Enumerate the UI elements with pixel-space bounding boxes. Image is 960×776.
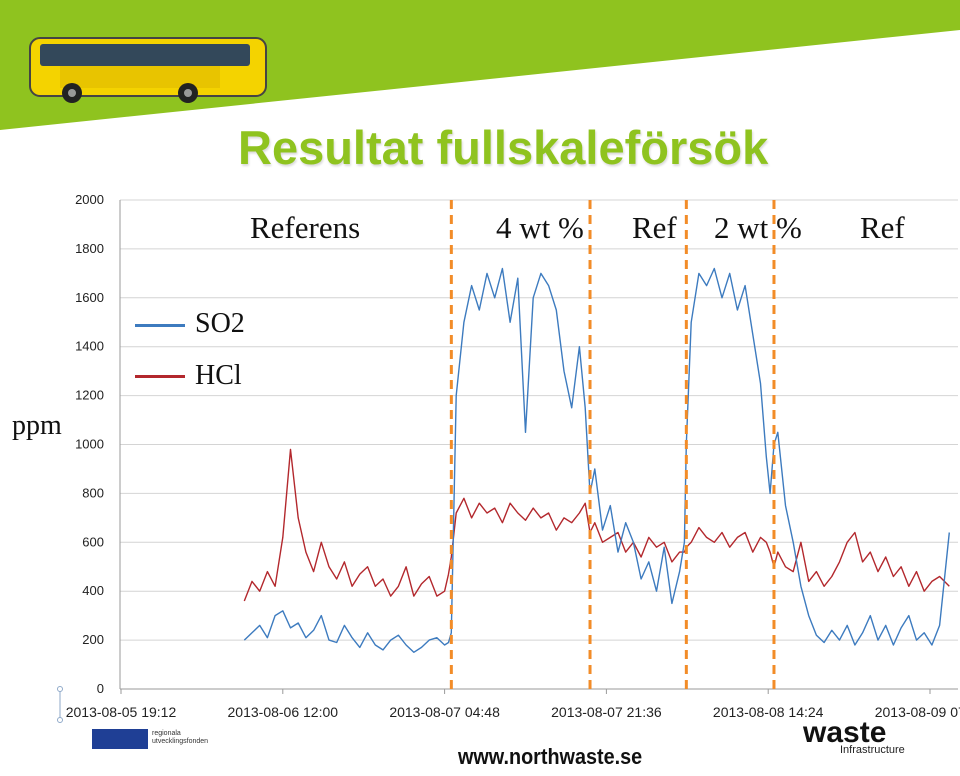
y-tick-1400: 1400 — [75, 339, 104, 354]
y-tick-labels: 0 200 400 600 800 1000 1200 1400 1600 1800 2000 — [75, 192, 104, 696]
y-tick-600: 600 — [82, 534, 104, 549]
series-line-so2 — [243, 267, 950, 653]
phase-dividers — [449, 200, 776, 689]
y-tick-400: 400 — [82, 583, 104, 598]
bus-image — [29, 37, 267, 103]
x-tick-4: 2013-08-08 14:24 — [713, 704, 824, 720]
y-tick-1600: 1600 — [75, 290, 104, 305]
eu-fund-text: regionala utvecklingsfonden — [152, 730, 208, 746]
series-lines — [243, 267, 950, 653]
phase-label-2wt: 2 wt % — [714, 210, 802, 245]
eu-fund-line-1: regionala — [152, 730, 181, 737]
x-tick-3: 2013-08-07 21:36 — [551, 704, 662, 720]
x-tick-0: 2013-08-05 19:12 — [66, 704, 177, 720]
y-tick-0: 0 — [97, 681, 104, 696]
y-tick-800: 800 — [82, 485, 104, 500]
y-axis-unit: ppm — [12, 410, 62, 441]
y-tick-1800: 1800 — [75, 241, 104, 256]
y-tick-2000: 2000 — [75, 192, 104, 207]
phase-label-ref-1: Ref — [632, 210, 677, 245]
phase-label-referens: Referens — [250, 210, 361, 245]
footer-url: www.northwaste.se — [458, 744, 643, 769]
x-tick-labels: 2013-08-05 19:12 2013-08-06 12:00 2013-08-… — [57, 686, 960, 723]
y-tick-1000: 1000 — [75, 437, 104, 452]
phase-label-ref-2: Ref — [860, 210, 905, 245]
phase-label-4wt: 4 wt % — [496, 210, 584, 245]
logo-subtitle: Infrastructure — [840, 744, 905, 756]
x-axis-handle-top — [57, 686, 63, 692]
legend-swatch-so2 — [135, 324, 185, 327]
legend-swatch-hcl — [135, 375, 185, 378]
y-tick-200: 200 — [82, 632, 104, 647]
x-tick-2: 2013-08-07 04:48 — [389, 704, 500, 720]
legend-label-so2: SO2 — [195, 308, 245, 339]
y-tick-1200: 1200 — [75, 388, 104, 403]
slide-title: Resultat fullskaleförsök — [238, 121, 769, 174]
green-banner — [0, 0, 960, 130]
emissions-chart: 0 200 400 600 800 1000 1200 1400 1600 1800 2000 20… — [57, 192, 960, 723]
x-tick-5: 2013-08-09 07:12 — [875, 704, 960, 720]
x-axis-handle-bottom — [57, 717, 63, 723]
x-tick-1: 2013-08-06 12:00 — [228, 704, 339, 720]
eu-fund-line-2: utvecklingsfonden — [152, 738, 209, 745]
gridlines — [119, 199, 958, 690]
eu-flag-icon — [92, 729, 148, 749]
northwaste-logo: waste — [803, 722, 887, 746]
series-line-hcl — [243, 448, 950, 602]
legend-label-hcl: HCl — [195, 360, 242, 391]
